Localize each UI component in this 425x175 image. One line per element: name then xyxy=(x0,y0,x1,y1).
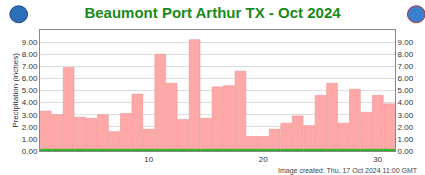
svg-text:2.00: 2.00 xyxy=(22,123,38,132)
svg-text:2.00: 2.00 xyxy=(398,123,414,132)
svg-text:20: 20 xyxy=(259,155,268,164)
svg-text:6.00: 6.00 xyxy=(22,74,38,83)
svg-text:9.00: 9.00 xyxy=(22,38,38,47)
svg-text:8.00: 8.00 xyxy=(398,50,414,59)
svg-text:4.00: 4.00 xyxy=(22,98,38,107)
svg-text:7.00: 7.00 xyxy=(22,62,38,71)
svg-text:Beaumont Port Arthur TX - Oct: Beaumont Port Arthur TX - Oct 2024 xyxy=(84,4,341,21)
svg-text:10: 10 xyxy=(144,155,153,164)
svg-text:5.00: 5.00 xyxy=(398,86,414,95)
svg-text:Precipitation (inches): Precipitation (inches) xyxy=(11,53,20,128)
svg-text:5.00: 5.00 xyxy=(22,86,38,95)
svg-text:3.00: 3.00 xyxy=(398,111,414,120)
svg-text:4.00: 4.00 xyxy=(398,98,414,107)
svg-text:0.00: 0.00 xyxy=(22,147,38,156)
svg-text:1.00: 1.00 xyxy=(22,135,38,144)
svg-text:8.00: 8.00 xyxy=(22,50,38,59)
svg-text:1.00: 1.00 xyxy=(398,135,414,144)
svg-text:9.00: 9.00 xyxy=(398,38,414,47)
svg-text:30: 30 xyxy=(373,155,382,164)
svg-text:7.00: 7.00 xyxy=(398,62,414,71)
svg-text:Image created: Thu, 17 Oct 202: Image created: Thu, 17 Oct 2024 11:00 GM… xyxy=(278,167,418,175)
svg-text:0.00: 0.00 xyxy=(398,147,414,156)
svg-text:6.00: 6.00 xyxy=(398,74,414,83)
svg-text:3.00: 3.00 xyxy=(22,111,38,120)
